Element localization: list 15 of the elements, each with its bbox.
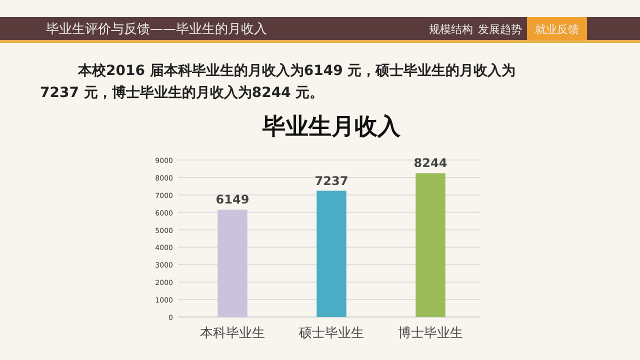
bar	[416, 173, 446, 317]
text: 规模结构	[429, 23, 473, 36]
chart-title: 毕业生月收入	[262, 114, 402, 140]
text: 毕业生评价与反馈——毕业生的月收入	[46, 22, 267, 37]
x-tick-label: 博士毕业生	[398, 326, 463, 341]
text: 发展趋势	[478, 23, 522, 36]
bar	[218, 210, 248, 317]
text: 就业反馈	[535, 23, 579, 36]
data-label: 6149	[216, 192, 250, 207]
x-tick-label: 硕士毕业生	[298, 326, 364, 341]
text: 本校2016 届本科毕业生的月收入为6149 元，硕士毕业生的月收入为7237 元，博士毕业生的月收入为8244 元。	[40, 63, 516, 101]
bar	[316, 190, 346, 317]
data-label: 8244	[414, 156, 448, 170]
data-label: 7237	[314, 174, 348, 188]
x-tick-label: 本科毕业生	[200, 326, 265, 341]
